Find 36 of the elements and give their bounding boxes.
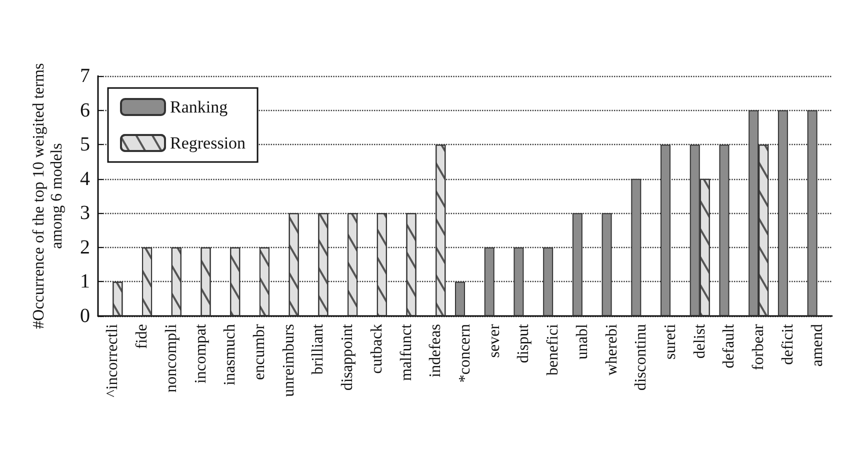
y-tick-label: 1: [80, 270, 90, 293]
y-tick-label: 2: [80, 236, 90, 258]
x-tick-label: sureti: [662, 323, 680, 360]
x-tick-label: amend: [808, 324, 826, 367]
x-tick-label: ^incorrectli: [104, 323, 122, 398]
x-tick-label: malfunct: [398, 323, 415, 381]
x-tick-label: indefeas: [427, 324, 444, 378]
y-tick-label: 0: [80, 305, 90, 327]
legend-label: Ranking: [170, 98, 228, 116]
x-tick-label: forbear: [750, 323, 768, 370]
x-tick-label: noncompli: [162, 323, 180, 392]
y-tick-label: 7: [80, 65, 90, 87]
x-tick-label: cutback: [368, 324, 386, 374]
y-tick-label: 3: [80, 202, 90, 224]
x-tick-label: wherebi: [603, 323, 620, 376]
x-tick-label: encumbr: [250, 323, 268, 380]
x-tick-label: disappoint: [339, 323, 356, 391]
x-tick-label: fide: [134, 324, 151, 349]
x-tick-label: disput: [515, 323, 532, 364]
x-tick-label: benefici: [544, 323, 562, 376]
x-tick-label: unreimburs: [280, 324, 298, 397]
x-tick-label: sever: [486, 323, 503, 358]
x-tick-label: brilliant: [310, 323, 327, 375]
x-tick-label: delist: [691, 323, 708, 359]
y-axis-title: #Occurrence of the top 10 weigited terms among 6 models: [30, 63, 66, 329]
x-tick-label: inasmuch: [222, 324, 239, 386]
x-tick-label: deficit: [779, 323, 796, 365]
x-tick-label: *concern: [456, 324, 474, 383]
y-tick-label: 5: [80, 134, 90, 156]
x-tick-label: default: [720, 323, 738, 368]
y-tick-label: 4: [80, 168, 90, 190]
x-tick-label: discontinu: [632, 324, 650, 391]
x-tick-label: incompat: [192, 323, 210, 384]
legend-label: Regression: [170, 134, 246, 152]
y-tick-label: 6: [80, 99, 90, 122]
x-tick-label: unabl: [574, 323, 591, 360]
